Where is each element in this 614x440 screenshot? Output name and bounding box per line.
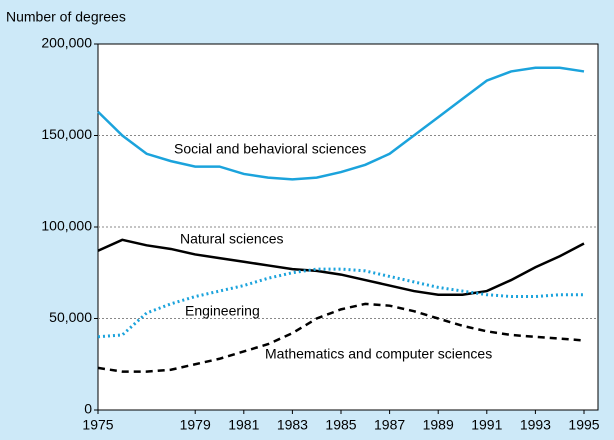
y-tick-label: 0	[84, 401, 92, 417]
x-tick-label: 1991	[471, 417, 502, 433]
series-label: Natural sciences	[180, 231, 284, 247]
series-line	[97, 66, 585, 181]
series-line	[97, 302, 585, 373]
series-label: Mathematics and computer sciences	[265, 346, 492, 362]
y-tick-label: 200,000	[41, 35, 92, 51]
x-tick-label: 1979	[180, 417, 211, 433]
y-tick-label: 50,000	[49, 309, 92, 325]
series-line	[97, 238, 585, 296]
series-line	[97, 267, 584, 339]
series-label: Social and behavioral sciences	[174, 141, 366, 157]
x-tick-label: 1987	[374, 417, 405, 433]
y-tick-label: 150,000	[41, 126, 92, 142]
x-tick-label: 1985	[325, 417, 356, 433]
y-tick-label: 100,000	[41, 218, 92, 234]
x-tick-label: 1983	[277, 417, 308, 433]
chart-title: Number of degrees	[6, 9, 126, 25]
x-tick-label: 1993	[520, 417, 551, 433]
series-label: Engineering	[185, 303, 260, 319]
x-tick-label: 1995	[568, 417, 599, 433]
x-tick-label: 1989	[423, 417, 454, 433]
x-tick-label: 1975	[82, 417, 113, 433]
x-tick-label: 1981	[228, 417, 259, 433]
